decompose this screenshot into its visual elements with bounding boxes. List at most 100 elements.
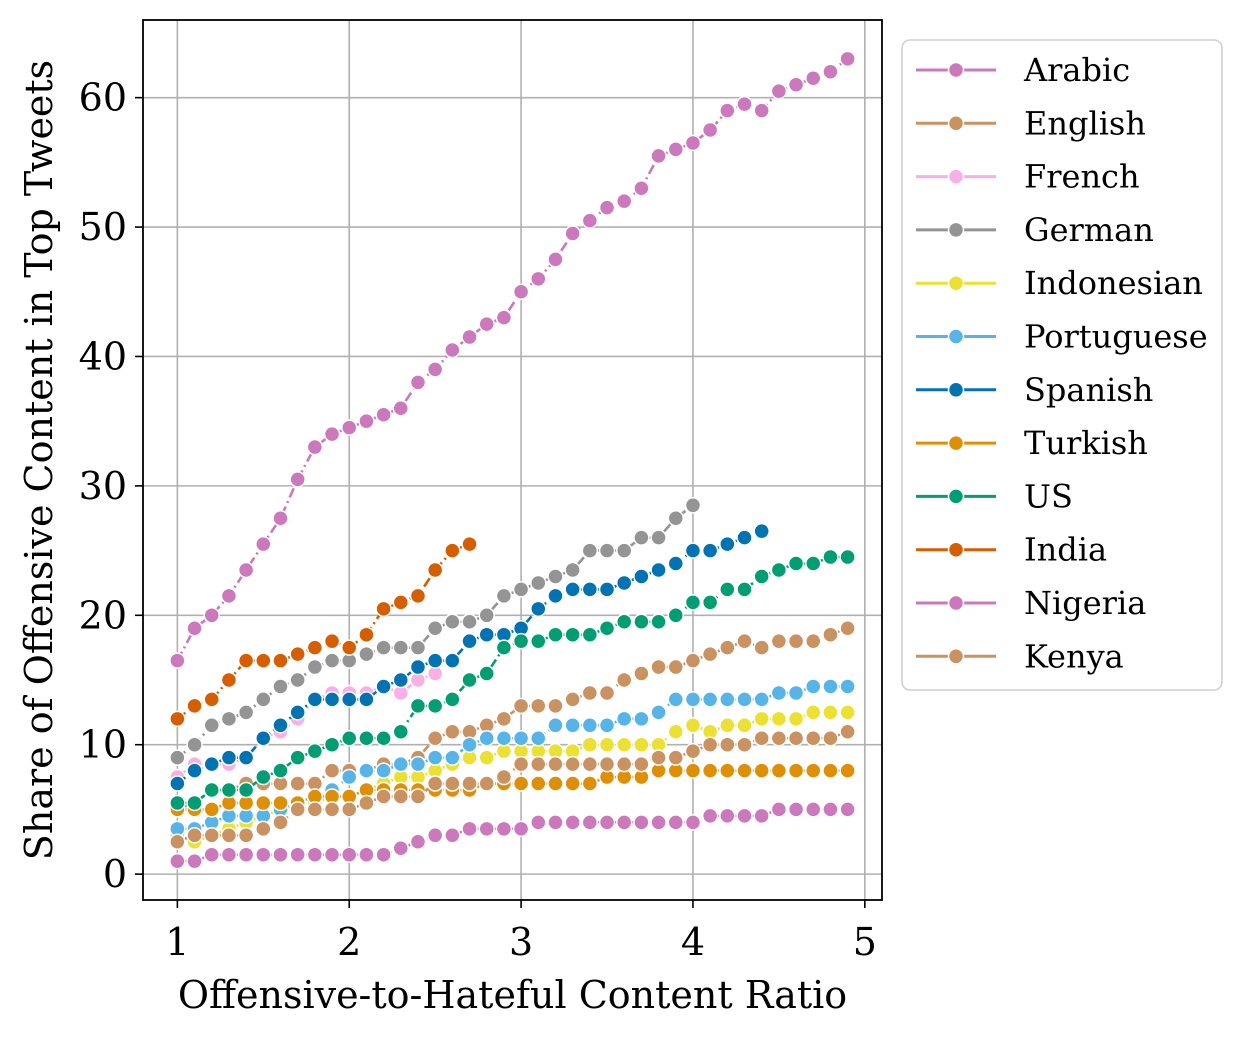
- data-point: [237, 561, 255, 579]
- data-point: [615, 574, 633, 592]
- data-point: [306, 691, 324, 708]
- data-point: [633, 568, 650, 585]
- data-point: [615, 755, 633, 773]
- data-point: [461, 671, 478, 689]
- data-point: [306, 846, 324, 863]
- legend-marker: [947, 115, 965, 132]
- plot-series: [169, 50, 856, 870]
- data-point: [615, 814, 633, 831]
- data-point: [444, 723, 461, 741]
- legend-label: India: [1024, 531, 1107, 569]
- data-point: [220, 781, 238, 799]
- data-point: [822, 762, 839, 779]
- data-point: [495, 710, 513, 728]
- data-point: [392, 594, 410, 611]
- series-portuguese: [169, 678, 856, 838]
- data-point: [289, 645, 306, 663]
- data-point: [426, 619, 444, 637]
- data-point: [444, 341, 461, 359]
- data-point: [272, 509, 289, 527]
- legend-entry: Kenya: [916, 637, 1124, 675]
- data-point: [169, 852, 186, 870]
- data-point: [289, 846, 306, 863]
- data-point: [392, 839, 410, 857]
- data-point: [237, 749, 255, 766]
- data-point: [564, 581, 581, 598]
- data-point: [667, 658, 685, 676]
- data-point: [701, 736, 719, 753]
- legend-label: Portuguese: [1024, 318, 1208, 356]
- data-point: [237, 827, 255, 844]
- data-point: [478, 607, 495, 624]
- data-point: [839, 723, 856, 741]
- data-point: [667, 509, 685, 527]
- legend: Arabic English French German Indonesian Portu…: [901, 39, 1223, 691]
- data-point: [495, 729, 513, 747]
- data-point: [375, 846, 392, 863]
- data-point: [805, 632, 822, 650]
- data-point: [684, 814, 702, 831]
- data-point: [289, 775, 306, 792]
- data-point: [581, 581, 599, 598]
- series-line: [176, 57, 849, 662]
- data-point: [753, 762, 770, 779]
- data-point: [340, 846, 358, 863]
- data-point: [805, 704, 822, 721]
- legend-label: Spanish: [1024, 371, 1153, 409]
- data-point: [753, 807, 770, 825]
- data-point: [633, 710, 650, 728]
- data-point: [650, 704, 667, 721]
- legend-marker: [947, 168, 965, 185]
- legend-marker: [947, 488, 965, 505]
- data-point: [237, 781, 255, 799]
- data-point: [495, 309, 513, 326]
- data-point: [169, 833, 186, 851]
- data-point: [530, 574, 547, 592]
- data-point: [684, 594, 702, 611]
- data-point: [426, 652, 444, 669]
- data-point: [255, 820, 272, 838]
- legend-entry: Turkish: [916, 424, 1148, 462]
- data-point: [375, 678, 392, 695]
- series-german: [169, 497, 702, 766]
- data-point: [839, 548, 856, 566]
- data-point: [530, 729, 547, 747]
- data-point: [340, 729, 358, 747]
- legend-label: Indonesian: [1024, 264, 1203, 302]
- x-tick-label: 3: [509, 920, 533, 964]
- data-point: [547, 697, 564, 715]
- data-point: [547, 717, 564, 734]
- data-point: [409, 374, 427, 391]
- legend-marker: [947, 381, 965, 399]
- legend-entry: Spanish: [916, 371, 1153, 409]
- data-point: [805, 762, 822, 779]
- data-point: [203, 691, 220, 708]
- legend-label: Nigeria: [1024, 584, 1146, 622]
- series-nigeria: [169, 801, 856, 870]
- legend-box: [901, 39, 1223, 691]
- y-tick-label: 20: [79, 593, 127, 637]
- data-point: [598, 199, 616, 216]
- data-point: [581, 775, 599, 792]
- data-point: [340, 419, 358, 436]
- data-point: [323, 632, 341, 650]
- data-point: [684, 762, 702, 779]
- series-us: [169, 548, 856, 812]
- data-point: [358, 846, 375, 863]
- data-point: [581, 814, 599, 831]
- data-point: [461, 775, 478, 792]
- data-point: [272, 794, 289, 812]
- data-point: [770, 561, 788, 579]
- data-point: [633, 179, 650, 197]
- data-point: [392, 723, 410, 741]
- data-point: [650, 749, 667, 766]
- data-point: [598, 814, 616, 831]
- data-point: [203, 781, 220, 799]
- series-line: [177, 808, 848, 863]
- data-point: [323, 762, 341, 779]
- data-point: [289, 749, 306, 766]
- data-point: [186, 762, 203, 779]
- data-point: [237, 846, 255, 863]
- data-point: [512, 697, 530, 715]
- data-point: [770, 801, 788, 818]
